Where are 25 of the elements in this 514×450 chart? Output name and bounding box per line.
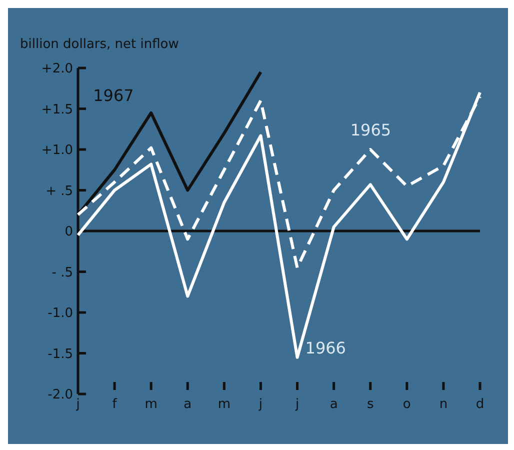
x-tick-label: o — [402, 397, 411, 412]
y-tick-label: +1.5 — [41, 102, 73, 118]
y-tick-label: +2.0 — [41, 62, 73, 77]
x-tick-label: a — [184, 397, 192, 412]
series-label: 1967 — [93, 86, 134, 105]
x-tick-label: f — [112, 397, 118, 412]
y-axis-title: billion dollars, net inflow — [20, 37, 180, 52]
series-label: 1965 — [350, 120, 392, 140]
x-tick-label: n — [439, 397, 448, 412]
x-tick-label: m — [144, 397, 158, 412]
y-tick-label: - .5 — [52, 265, 73, 280]
x-tick-label: j — [258, 397, 263, 412]
x-tick-label: j — [75, 397, 80, 412]
y-tick-label: -2.0 — [48, 388, 73, 403]
y-tick-label: 0 — [64, 224, 73, 240]
x-tick-label: s — [366, 397, 374, 412]
x-tick-label: m — [218, 397, 231, 412]
y-tick-label: -1.5 — [48, 346, 73, 362]
y-tick-label: -1.0 — [48, 306, 73, 322]
x-tick-label: j — [294, 397, 300, 412]
series-label: 1966 — [305, 338, 346, 358]
x-tick-label: a — [330, 397, 338, 412]
y-tick-label: +1.0 — [41, 143, 73, 158]
x-tick-label: d — [476, 397, 484, 412]
y-tick-label: + .5 — [46, 184, 73, 199]
